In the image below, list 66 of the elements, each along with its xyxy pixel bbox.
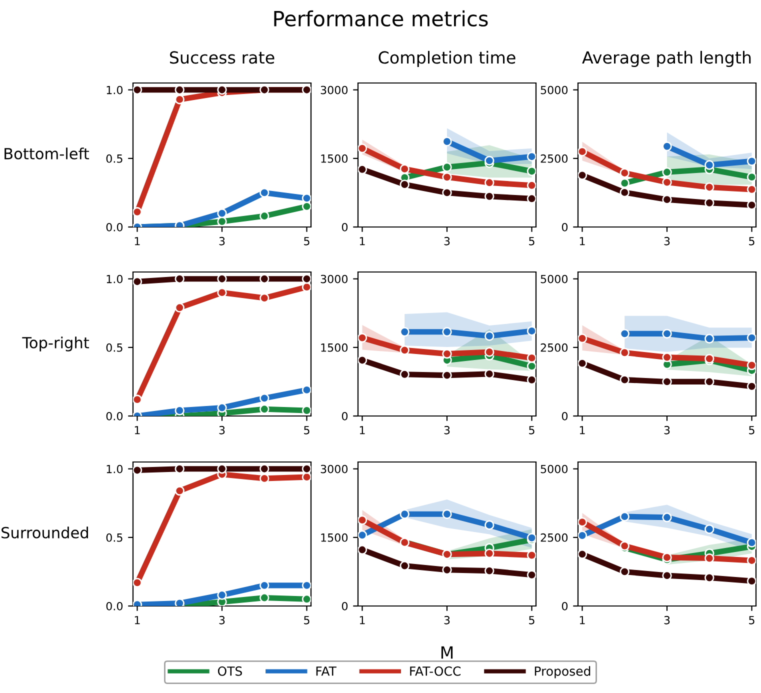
x-tick-label: 1 [360,237,365,246]
y-tick-label: 2500 [540,533,568,542]
y-axis-title: Surrounded [2,526,88,538]
chart-title: Average path length [582,50,751,68]
y-tick-label: 1500 [321,533,348,542]
y-tick-label: 2500 [540,343,568,352]
x-tick-label: 5 [749,237,754,246]
chart-title: Completion time [378,50,516,68]
x-tick-label: 1 [134,616,140,624]
x-tick-label: 3 [219,616,225,624]
y-tick-label: 0 [342,412,348,420]
chart-title: Success rate [170,51,274,64]
x-tick-label: 3 [664,616,670,624]
x-tick-label: 1 [360,426,365,434]
x-tick-label: 1 [360,616,365,624]
x-tick-label: 3 [219,426,225,434]
legend-label: Proposed [534,666,590,678]
y-tick-label: 0 [342,602,348,610]
text: Performance metrics [274,10,488,27]
y-tick-label: 1.0 [106,464,123,474]
y-tick-label: 3000 [320,274,348,284]
y-tick-label: 0 [562,602,568,610]
x-tick-label: 1 [580,426,585,434]
x-tick-label: 3 [664,236,670,246]
x-tick-label: 1 [580,237,585,246]
x-tick-label: 5 [304,426,310,434]
y-tick-label: 0 [562,412,568,420]
x-tick-label: 5 [529,426,534,434]
x-tick-label: 3 [444,426,450,434]
x-tick-label: 3 [664,426,670,434]
x-axis-title: M [441,646,453,659]
y-tick-label: 0.0 [106,602,123,610]
y-tick-label: 0.5 [106,343,122,352]
y-tick-label: 1.0 [106,274,123,284]
x-tick-label: 1 [134,426,140,434]
legend-label: FAT-OCC [410,666,461,676]
y-tick-label: 1500 [321,154,348,163]
y-tick-label: 0.0 [106,222,123,232]
y-tick-label: 1500 [321,343,348,352]
y-tick-label: 0 [562,222,568,232]
legend-label: OTS [218,666,242,676]
x-tick-label: 3 [219,236,225,246]
x-tick-label: 5 [304,616,310,624]
y-tick-label: 5000 [540,464,568,474]
y-tick-label: 1.0 [106,86,123,94]
y-tick-label: 0.5 [106,533,122,542]
x-tick-label: 5 [529,237,534,246]
x-tick-label: 1 [580,616,585,624]
x-tick-label: 3 [444,236,450,246]
y-tick-label: 0 [342,222,348,232]
y-tick-label: 0.5 [106,154,122,163]
y-axis-title: Top-right [22,336,90,352]
x-tick-label: 5 [749,616,754,624]
y-tick-label: 3000 [320,86,348,94]
y-tick-label: 2500 [540,154,568,163]
x-tick-label: 3 [444,616,450,624]
legend-label: FAT [316,666,336,676]
y-tick-label: 3000 [320,464,348,474]
y-axis-title: Bottom-left [4,148,90,160]
x-tick-label: 5 [304,237,310,246]
x-tick-label: 1 [134,237,140,246]
x-tick-label: 5 [749,426,754,434]
y-tick-label: 0.0 [106,412,123,420]
y-tick-label: 5000 [540,86,568,94]
y-tick-label: 5000 [540,274,568,284]
x-tick-label: 5 [529,616,534,624]
